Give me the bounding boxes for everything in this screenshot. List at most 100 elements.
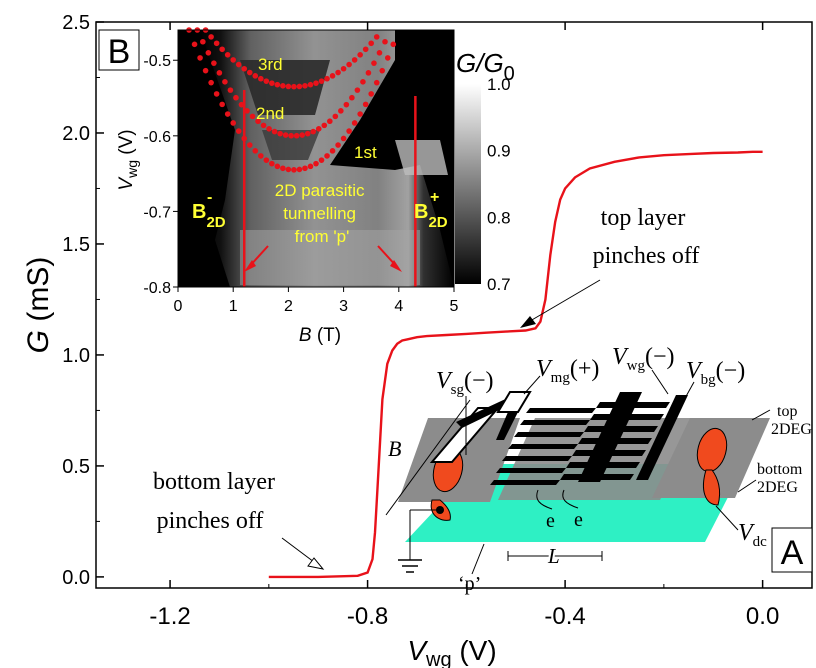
electron-arrow-2	[562, 489, 579, 509]
subband-dot	[274, 163, 281, 170]
colorbar-tick-label: 0.8	[487, 208, 511, 227]
subband-dot	[321, 122, 328, 129]
subband-dot	[343, 101, 350, 108]
vdc-label: Vdc	[738, 520, 767, 550]
inset-arrow-right-head	[390, 260, 402, 272]
subband-dot	[376, 50, 383, 56]
subband-dot	[230, 57, 236, 63]
bottom-2deg-leader	[737, 479, 757, 493]
annotation-bottom-layer: bottom layer pinches off	[153, 469, 281, 534]
wrap-gate-bar	[578, 392, 642, 482]
inset-note: 2D parasitic tunnelling from 'p'	[275, 181, 370, 246]
annotation-arrow-top	[524, 279, 601, 325]
subband-dot	[197, 55, 203, 61]
subband-dot	[346, 61, 352, 68]
subband-dot	[315, 126, 322, 132]
subband-dot	[269, 160, 275, 167]
subband-dot	[335, 69, 341, 76]
gate-finger-extension	[496, 468, 566, 473]
subband-dot	[224, 111, 231, 117]
subband-dot	[258, 75, 264, 82]
y-tick-label: 0.0	[62, 567, 90, 589]
y-axis-label: G (mS)	[22, 257, 55, 354]
subband-dot	[307, 81, 314, 88]
subband-dot	[216, 70, 223, 76]
subband-dot	[332, 113, 339, 120]
vbg-leader	[683, 381, 695, 401]
subband-dot	[335, 142, 341, 148]
colorbar-tick-label: 0.9	[487, 142, 511, 161]
x-tick-label: 0.0	[746, 603, 779, 630]
y-tick-label: 2.5	[62, 12, 90, 34]
main-plot: 0.00.51.01.52.02.5 -1.2 -0.8 -0.4 0.0 G (mS…	[22, 12, 813, 668]
subband-dot	[340, 135, 347, 142]
inset-y-axis: -0.5 -0.6 -0.7 -0.8	[143, 53, 178, 297]
b-field-label: B	[388, 436, 401, 461]
x-axis-label: Vwg (V)	[407, 635, 496, 668]
bottom-2deg-label: bottom 2DEG	[757, 461, 806, 496]
b2d-minus-label: B2D	[192, 201, 226, 231]
wrap-gate-fingers	[490, 392, 670, 485]
gate-finger-extension	[514, 432, 584, 437]
inset-y-label: Vwg (V)	[116, 129, 140, 190]
subband-dot	[246, 142, 253, 148]
plot-frame	[95, 21, 813, 589]
inset-x-label: B (T)	[299, 325, 341, 346]
subband-dot	[329, 148, 336, 154]
subband-dot	[213, 40, 220, 47]
subband-dot	[241, 65, 248, 72]
colorbar-label: G/G0	[456, 48, 515, 85]
vdc-leader	[715, 505, 739, 531]
subband-dot	[365, 70, 372, 76]
top-2deg-label: top 2DEG	[771, 403, 812, 438]
inset-arrow-left-head	[244, 260, 256, 272]
middle-gate-lead	[496, 412, 518, 440]
subband-dot	[291, 167, 297, 173]
subband-dot	[285, 83, 292, 90]
x-tick-label: -0.4	[544, 603, 585, 630]
inset-b-heatmap: 3rd 2nd 1st 2D parasitic tunnelling from…	[98, 27, 515, 346]
subband-dot	[282, 132, 289, 138]
inset-frame	[177, 29, 455, 288]
annotation-top-layer: top layer pinches off	[593, 205, 700, 269]
subband-dot	[373, 79, 380, 86]
subband-dot	[191, 41, 198, 48]
subband-dot	[244, 108, 250, 114]
subband-dot	[296, 83, 303, 90]
subband-dot	[260, 122, 267, 129]
device-schematic: B L Vsg(−) Vmg(+) Vwg(−) Vbg(−) top 2DEG…	[385, 344, 813, 595]
inset-y-tick-label: -0.5	[143, 53, 171, 70]
inset-x-tick-label: 3	[339, 298, 348, 315]
gate-finger-extension	[490, 480, 560, 485]
subband-dot	[304, 130, 311, 137]
subband-dot	[338, 108, 344, 114]
subband-dot	[255, 118, 261, 125]
p-label: ‘p’	[458, 573, 481, 595]
subband-label-2nd: 2nd	[256, 104, 284, 123]
contact-right-bottom	[703, 469, 721, 506]
subband-dot	[219, 101, 225, 108]
subband-dot	[246, 69, 253, 76]
y-tick-label: 2.0	[62, 123, 90, 145]
b2d-plus-sup: +	[430, 189, 439, 206]
gate-finger-extension	[502, 456, 572, 461]
vsg-label: Vsg(−)	[436, 368, 494, 398]
subband-dot	[288, 132, 294, 139]
subband-dot	[368, 91, 375, 97]
subband-dot	[307, 163, 314, 170]
inset-x-axis: 0 1 2 3 4 5	[174, 287, 459, 315]
subband-dot	[324, 75, 330, 82]
subband-dot	[205, 50, 212, 56]
subband-dot	[280, 165, 286, 172]
arrow-head-top	[520, 316, 536, 328]
y-axis: 0.0 0.5 1.0 1.5 2.0 2.5	[62, 12, 104, 589]
subband-dot	[280, 83, 286, 89]
subband-dot	[357, 111, 363, 117]
subband-dot	[235, 61, 242, 68]
p-leader	[471, 543, 485, 575]
subband-dot	[318, 157, 325, 163]
y-tick-label: 1.5	[62, 234, 90, 256]
electron-label-2: e	[574, 509, 583, 531]
subband-dot	[379, 67, 386, 74]
y-tick-label: 1.0	[62, 345, 90, 367]
